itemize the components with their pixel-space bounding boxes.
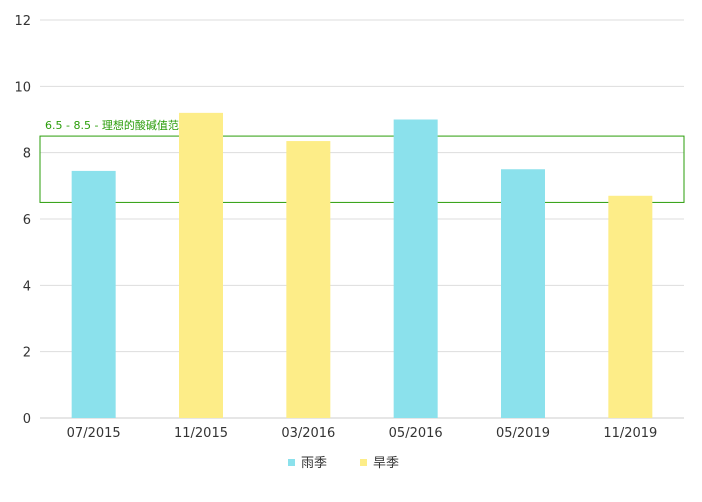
bar-2: [179, 112, 223, 418]
bar-5: [501, 169, 545, 418]
y-tick-label: 4: [23, 279, 31, 294]
x-tick-label: 11/2015: [174, 426, 228, 441]
legend-label: 雨季: [301, 456, 327, 471]
axes: 0 2 4 6 8 10 12 07/2015 11/2015 03/2016 05/2016 05/…: [14, 14, 657, 441]
y-tick-label: 12: [14, 14, 31, 29]
legend-swatch: [360, 459, 367, 466]
x-tick-label: 07/2015: [67, 426, 121, 441]
grid-lines: [40, 19, 684, 419]
bar-3: [286, 141, 331, 418]
x-tick-label: 03/2016: [281, 426, 335, 441]
bar-1: [71, 170, 116, 418]
bar-4: [393, 119, 438, 418]
legend-label: 旱季: [373, 456, 399, 471]
reference-band: 6.5 - 8.5 - 理想的酸碱值范围*: [39, 118, 685, 203]
y-tick-label: 6: [23, 213, 31, 228]
legend-swatch: [288, 459, 295, 466]
y-tick-label: 0: [23, 412, 31, 427]
reference-band-label: 6.5 - 8.5 - 理想的酸碱值范围*: [45, 118, 196, 132]
x-tick-label: 05/2019: [496, 426, 550, 441]
y-tick-label: 8: [23, 147, 31, 162]
reference-band-box: [39, 135, 685, 203]
bars: [71, 112, 653, 418]
y-tick-label: 2: [23, 346, 31, 361]
bar-6: [608, 195, 653, 418]
x-tick-label: 05/2016: [389, 426, 443, 441]
y-tick-label: 10: [14, 80, 31, 95]
legend: 雨季 旱季: [288, 456, 399, 471]
x-tick-label: 11/2019: [603, 426, 657, 441]
